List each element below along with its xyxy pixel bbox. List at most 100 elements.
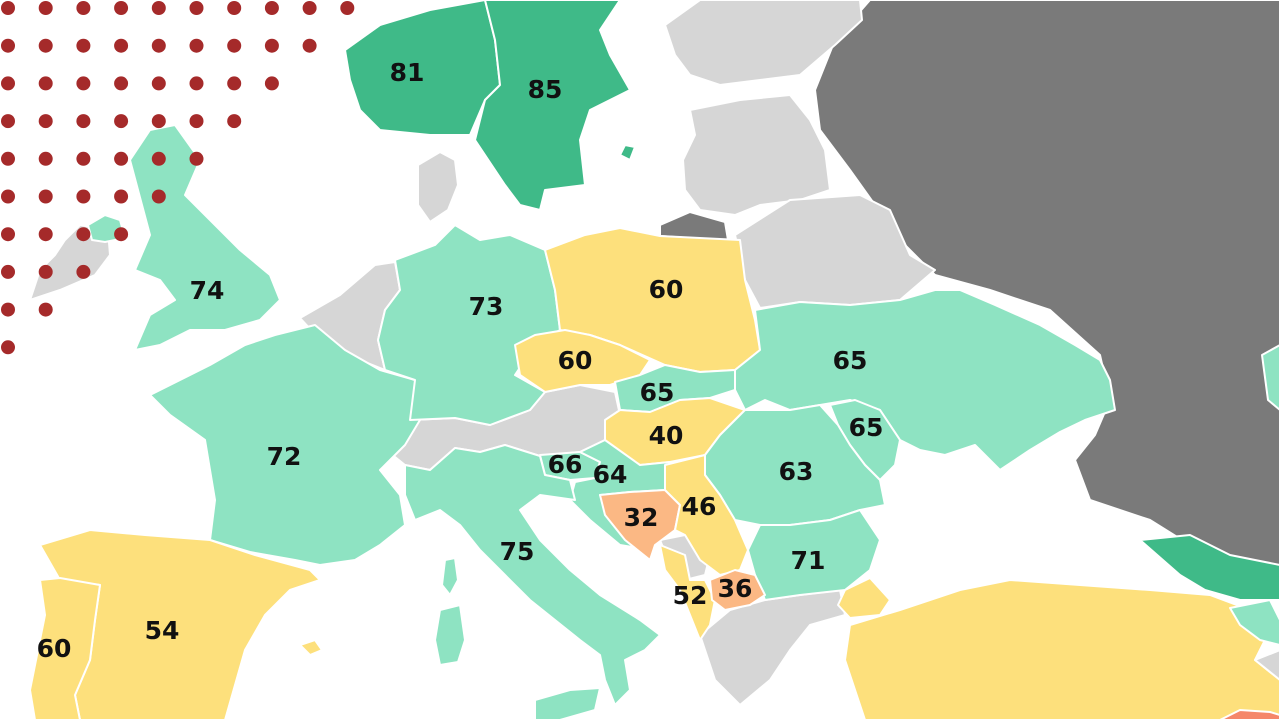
region-denmark	[417, 151, 459, 223]
score-label-france: 72	[267, 442, 302, 471]
decorative-dot	[76, 76, 91, 91]
region-sicily	[534, 687, 601, 720]
score-label-poland: 60	[649, 275, 684, 304]
decorative-dot	[151, 1, 166, 15]
score-label-north-macedonia: 36	[718, 574, 753, 603]
decorative-dot	[264, 1, 279, 15]
decorative-dot	[76, 114, 91, 129]
region-sardinia	[434, 604, 466, 666]
decorative-dot	[38, 114, 53, 129]
decorative-dot	[264, 38, 279, 53]
decorative-dot	[340, 1, 355, 15]
decorative-dot	[76, 151, 91, 166]
decorative-dot	[38, 302, 53, 317]
region-armenia	[1229, 599, 1280, 646]
score-label-czechia: 60	[558, 346, 593, 375]
decorative-dot	[1, 302, 15, 317]
region-czechia	[514, 329, 651, 393]
score-label-ukraine: 65	[833, 346, 868, 375]
region-baltics	[682, 94, 831, 216]
region-iran-edge	[1219, 709, 1280, 720]
score-label-romania: 63	[779, 457, 814, 486]
score-label-slovenia: 66	[548, 450, 583, 479]
decorative-dot	[1, 114, 15, 129]
decorative-dot	[227, 1, 242, 15]
decorative-dot	[227, 114, 242, 129]
decorative-dot-grid	[1, 1, 355, 355]
region-montenegro-albania	[659, 544, 716, 641]
decorative-dot	[114, 227, 129, 242]
decorative-dot	[1, 76, 15, 91]
decorative-dot	[76, 264, 91, 279]
decorative-dot	[114, 38, 129, 53]
decorative-dot	[114, 114, 129, 129]
region-gotland	[619, 144, 636, 161]
region-france	[149, 324, 421, 566]
decorative-dot	[264, 76, 279, 91]
decorative-dot	[189, 114, 204, 129]
score-label-slovakia: 65	[640, 378, 675, 407]
decorative-dot	[189, 1, 204, 15]
decorative-dot	[151, 151, 166, 166]
decorative-dot	[76, 227, 91, 242]
decorative-dot	[38, 1, 53, 15]
decorative-dot	[1, 340, 15, 355]
score-label-hungary: 40	[649, 421, 684, 450]
decorative-dot	[114, 1, 129, 15]
decorative-dot	[227, 38, 242, 53]
region-corsica	[441, 557, 459, 596]
score-label-moldova: 65	[849, 413, 884, 442]
score-label-uk: 74	[190, 276, 225, 305]
score-label-croatia: 64	[593, 460, 628, 489]
score-label-italy: 75	[500, 537, 535, 566]
region-azerbaijan-edge	[1261, 344, 1280, 411]
region-ukraine	[734, 289, 1116, 471]
region-uk	[129, 124, 281, 351]
decorative-dot	[189, 76, 204, 91]
decorative-dot	[151, 189, 166, 204]
decorative-dot	[1, 38, 15, 53]
decorative-dot	[38, 151, 53, 166]
decorative-dot	[38, 264, 53, 279]
decorative-dot	[114, 151, 129, 166]
decorative-dot	[151, 76, 166, 91]
decorative-dot	[1, 227, 15, 242]
score-label-bulgaria: 71	[791, 546, 826, 575]
decorative-dot	[114, 189, 129, 204]
decorative-dot	[76, 38, 91, 53]
decorative-dot	[189, 38, 204, 53]
decorative-dot	[189, 151, 204, 166]
region-turkey	[844, 579, 1280, 720]
decorative-dot	[76, 1, 91, 15]
decorative-dot	[1, 1, 15, 15]
decorative-dot	[302, 1, 317, 15]
region-belarus	[734, 194, 936, 309]
decorative-dot	[151, 114, 166, 129]
score-label-montenegro-albania: 52	[673, 581, 708, 610]
decorative-dot	[1, 264, 15, 279]
region-portugal	[29, 577, 101, 720]
region-north-macedonia	[709, 569, 766, 611]
region-georgia	[1139, 534, 1280, 601]
region-italy	[404, 444, 661, 706]
region-balearic	[299, 639, 323, 656]
decorative-dot	[114, 76, 129, 91]
region-bosnia	[599, 489, 681, 561]
decorative-dot	[76, 189, 91, 204]
score-label-bosnia: 32	[624, 503, 659, 532]
decorative-dot	[38, 38, 53, 53]
score-label-norway: 81	[390, 58, 425, 87]
decorative-dot	[1, 151, 15, 166]
decorative-dot	[38, 189, 53, 204]
region-caucasus-grey	[1254, 649, 1280, 681]
score-label-serbia: 46	[682, 492, 717, 521]
score-label-portugal: 60	[37, 634, 72, 663]
score-label-spain: 54	[145, 616, 180, 645]
decorative-dot	[302, 38, 317, 53]
region-bulgaria	[747, 509, 881, 601]
score-label-germany: 73	[469, 292, 504, 321]
decorative-dot	[38, 76, 53, 91]
decorative-dot	[38, 227, 53, 242]
